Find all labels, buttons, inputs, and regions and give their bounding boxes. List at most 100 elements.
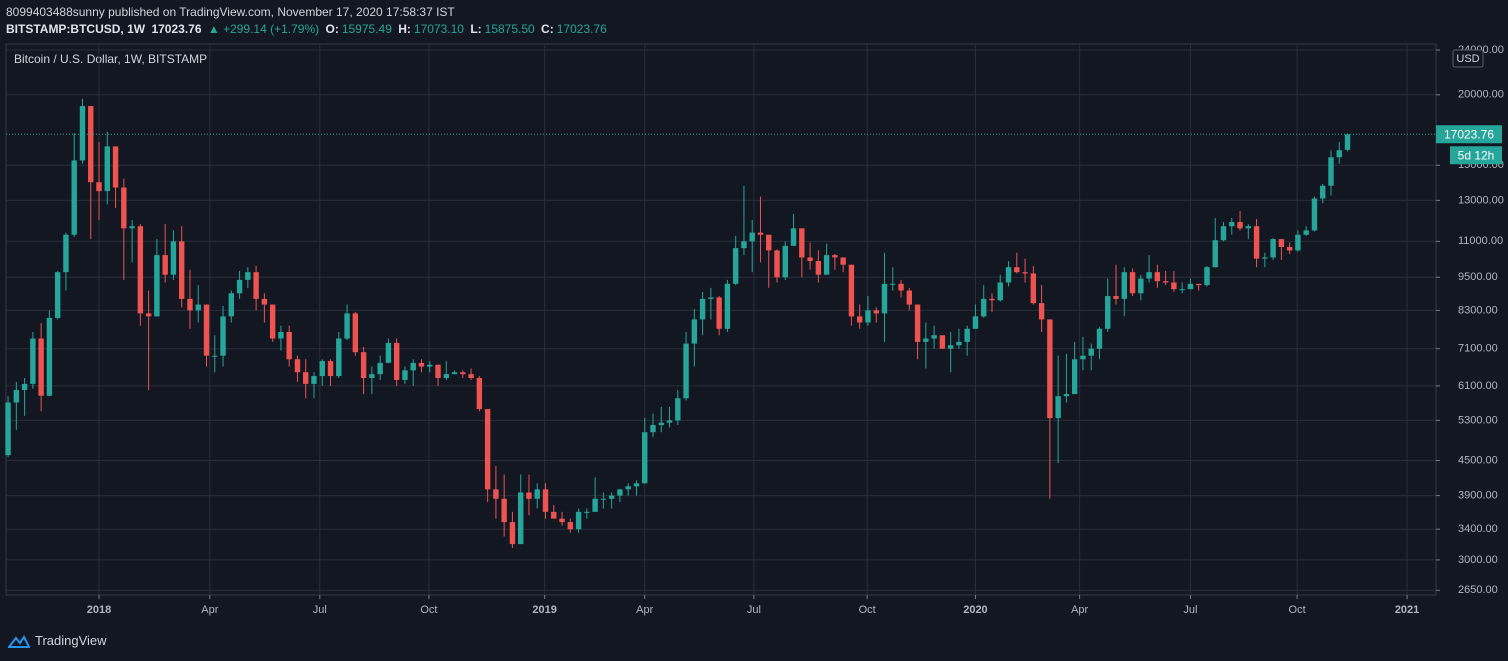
candle-body <box>501 498 507 523</box>
candle-body <box>38 338 44 396</box>
candle-body <box>575 511 582 530</box>
candle-body <box>253 272 259 299</box>
candle-body <box>1047 319 1053 419</box>
price-tag-label: 17023.76 <box>1444 127 1494 141</box>
candle-body <box>675 398 681 421</box>
candle-body <box>1311 198 1318 231</box>
candle-body <box>96 182 102 192</box>
candle-body <box>460 372 466 375</box>
candle-body <box>509 522 516 545</box>
candle-body <box>790 228 797 246</box>
candle-body <box>551 511 557 519</box>
candle-body <box>129 226 135 229</box>
open: 15975.49 <box>341 22 392 36</box>
candle-body <box>303 372 309 384</box>
y-tick-label: 3900.00 <box>1458 489 1498 501</box>
candle-body <box>1320 185 1326 199</box>
candle-body <box>443 374 449 378</box>
y-tick-label: 9500.00 <box>1458 271 1498 283</box>
candle-body <box>691 319 698 344</box>
candle-body <box>13 389 20 403</box>
candle-body <box>782 245 788 278</box>
candle-body <box>402 370 408 380</box>
candle-body <box>236 279 243 294</box>
candle-body <box>352 313 359 353</box>
candle-body <box>567 522 574 530</box>
candle-body <box>766 234 772 251</box>
candle-body <box>1196 283 1202 286</box>
y-tick-label: 11000.00 <box>1458 235 1503 247</box>
candle-body <box>749 232 755 242</box>
candle-body <box>1138 278 1144 294</box>
candle-body <box>220 316 226 356</box>
candle-body <box>79 106 86 161</box>
candle-body <box>393 342 400 380</box>
candle-body <box>906 290 913 305</box>
candle-body <box>344 313 350 339</box>
y-tick-label: 2650.00 <box>1458 584 1498 596</box>
x-tick-label: Oct <box>859 604 876 616</box>
candle-body <box>699 298 706 320</box>
candle-body <box>1253 226 1260 259</box>
published-line: 8099403488sunny published on TradingView… <box>6 5 455 19</box>
candle-body <box>1162 281 1169 283</box>
candle-body <box>63 234 69 273</box>
candle-body <box>1005 267 1012 283</box>
candle-body <box>418 362 425 367</box>
x-tick-label: Apr <box>636 604 653 616</box>
candle-body <box>5 402 11 456</box>
candle-body <box>600 498 607 500</box>
y-tick-label: 3400.00 <box>1458 523 1498 535</box>
candle-body <box>21 383 28 390</box>
candle-body <box>203 304 210 356</box>
x-tick-label: 2019 <box>532 604 556 616</box>
x-tick-label: Oct <box>420 604 437 616</box>
candle-body <box>1295 234 1301 251</box>
candle-body <box>1245 226 1252 229</box>
currency-label: USD <box>1456 53 1479 65</box>
candle-body <box>848 264 855 317</box>
x-tick-label: 2021 <box>1395 604 1419 616</box>
candle-body <box>608 495 615 499</box>
candle-body <box>1303 230 1309 235</box>
y-tick-label: 8300.00 <box>1458 304 1498 316</box>
candle-body <box>592 498 598 512</box>
candle-body <box>245 272 251 280</box>
candle-body <box>46 317 53 396</box>
candle-body <box>435 364 441 378</box>
candle-body <box>104 146 110 192</box>
candle-body <box>815 261 822 275</box>
x-tick-label: Oct <box>1289 604 1306 616</box>
candle-body <box>1146 272 1152 279</box>
x-tick-label: Jul <box>1183 604 1197 616</box>
c-label: C: <box>541 22 554 36</box>
candle-body <box>1105 296 1111 329</box>
h-label: H: <box>398 22 411 36</box>
candle-body <box>857 316 863 323</box>
candle-body <box>625 486 631 490</box>
candle-body <box>666 420 673 423</box>
candle-body <box>732 248 739 284</box>
candle-body <box>650 425 656 433</box>
brand: TradingView <box>35 633 107 648</box>
grid <box>6 44 1436 595</box>
footer: TradingView <box>8 633 107 648</box>
x-tick-label: Jul <box>313 604 327 616</box>
candle-body <box>319 361 325 377</box>
candle-body <box>658 422 664 426</box>
candle-body <box>1262 257 1268 259</box>
candle-body <box>1080 355 1086 360</box>
candle-body <box>112 146 119 188</box>
candle-body <box>170 241 177 275</box>
candle-body <box>939 335 946 349</box>
candle-body <box>269 304 276 339</box>
candle-body <box>807 257 813 262</box>
candle-body <box>410 362 416 371</box>
candle-body <box>427 364 433 367</box>
x-tick-label: 2020 <box>963 604 987 616</box>
candle-body <box>1171 282 1177 290</box>
candle-body <box>484 409 491 490</box>
candle-body <box>716 297 722 329</box>
candle-body <box>145 313 152 317</box>
candle-body <box>212 355 218 357</box>
